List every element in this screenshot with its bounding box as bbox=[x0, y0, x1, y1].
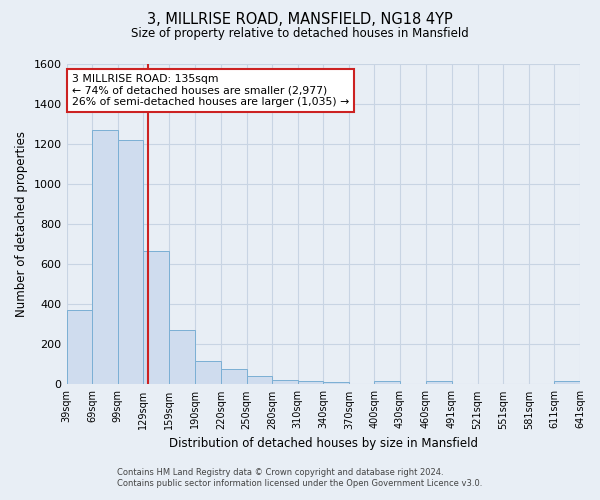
Bar bbox=[143, 252, 169, 384]
Bar bbox=[323, 382, 349, 384]
X-axis label: Distribution of detached houses by size in Mansfield: Distribution of detached houses by size … bbox=[169, 437, 478, 450]
Bar bbox=[92, 130, 118, 384]
Bar bbox=[272, 380, 298, 384]
Bar bbox=[67, 310, 92, 384]
Bar bbox=[169, 330, 196, 384]
Text: Contains HM Land Registry data © Crown copyright and database right 2024.
Contai: Contains HM Land Registry data © Crown c… bbox=[118, 468, 482, 487]
Bar bbox=[247, 376, 272, 384]
Text: 3, MILLRISE ROAD, MANSFIELD, NG18 4YP: 3, MILLRISE ROAD, MANSFIELD, NG18 4YP bbox=[147, 12, 453, 28]
Bar bbox=[221, 370, 247, 384]
Bar bbox=[298, 381, 323, 384]
Bar bbox=[374, 382, 400, 384]
Y-axis label: Number of detached properties: Number of detached properties bbox=[15, 131, 28, 317]
Bar bbox=[425, 382, 452, 384]
Bar bbox=[196, 362, 221, 384]
Bar bbox=[554, 382, 580, 384]
Bar bbox=[118, 140, 143, 384]
Text: 3 MILLRISE ROAD: 135sqm
← 74% of detached houses are smaller (2,977)
26% of semi: 3 MILLRISE ROAD: 135sqm ← 74% of detache… bbox=[71, 74, 349, 107]
Text: Size of property relative to detached houses in Mansfield: Size of property relative to detached ho… bbox=[131, 28, 469, 40]
